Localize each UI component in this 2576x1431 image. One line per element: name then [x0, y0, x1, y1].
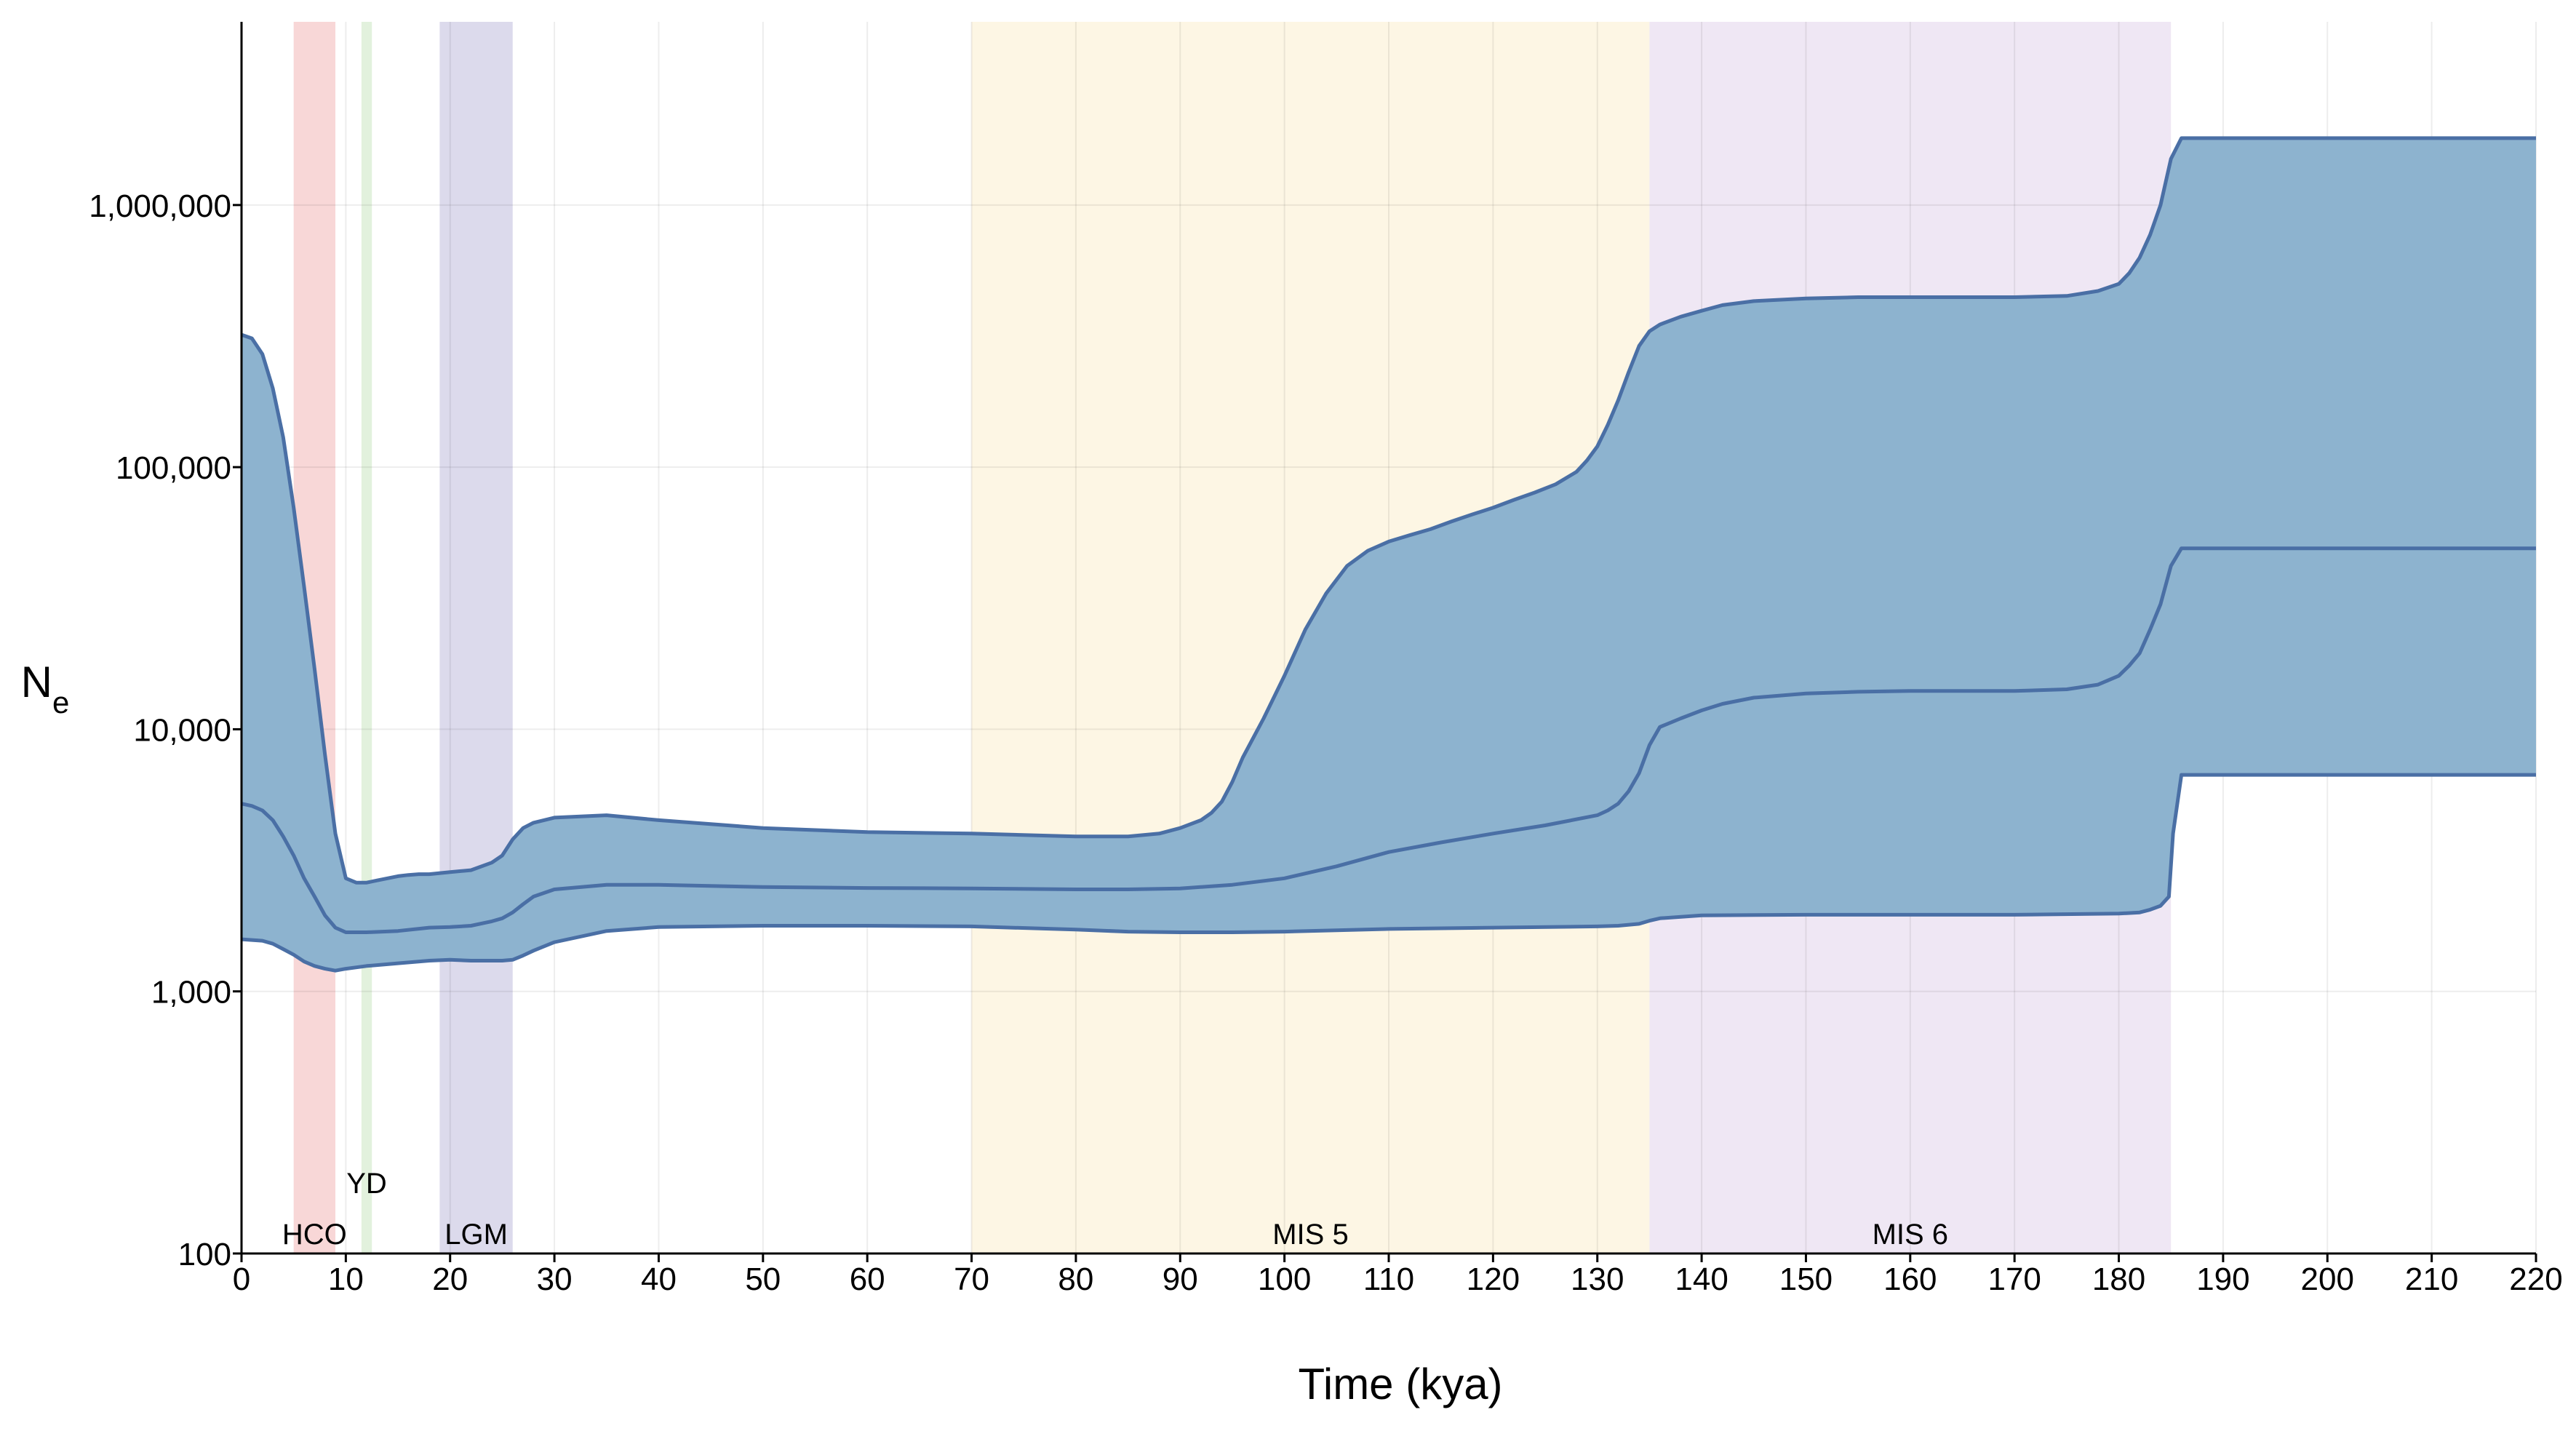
- x-tick-label: 110: [1363, 1261, 1414, 1297]
- ne-confidence-bands: [241, 136, 2536, 973]
- x-tick-label: 40: [641, 1261, 677, 1297]
- period-label-yd: YD: [346, 1168, 387, 1200]
- x-tick-label: 160: [1883, 1261, 1937, 1297]
- x-tick-label: 70: [954, 1261, 989, 1297]
- x-tick-label: 170: [1987, 1261, 2041, 1297]
- y-tick-label: 1,000,000: [89, 188, 231, 224]
- y-axis-title-sub: e: [52, 685, 69, 720]
- x-tick-label: 210: [2405, 1261, 2458, 1297]
- x-tick-label: 80: [1058, 1261, 1093, 1297]
- ne-line-median: [241, 546, 2536, 934]
- x-tick-label: 200: [2301, 1261, 2354, 1297]
- y-tick-label: 100: [178, 1237, 231, 1272]
- x-tick-label: 190: [2196, 1261, 2249, 1297]
- axes: 0 10 20 30 40 50 60 70 80 90 100 110 120 130 140 150 160…: [89, 22, 2563, 1297]
- y-tick-label: 10,000: [133, 712, 231, 748]
- x-tick-label: 180: [2092, 1261, 2145, 1297]
- ne-line-lower: [241, 773, 2536, 973]
- y-axis-title-main: N: [21, 658, 52, 706]
- y-tick-label: 1,000: [151, 975, 231, 1011]
- x-tick-label: 20: [432, 1261, 468, 1297]
- period-label-hco: HCO: [282, 1219, 347, 1251]
- x-tick-label: 60: [850, 1261, 885, 1297]
- y-tick-label: 100,000: [116, 450, 231, 486]
- y-axis-title: Ne: [21, 658, 70, 720]
- x-tick-label: 0: [233, 1261, 250, 1297]
- ne-band-fill: [242, 137, 2536, 971]
- period-band-lgm: [439, 22, 513, 1253]
- x-tick-label: 30: [537, 1261, 573, 1297]
- period-band-yd: [361, 22, 372, 1253]
- grid-lines: [242, 22, 2537, 1254]
- x-tick-label: 130: [1571, 1261, 1624, 1297]
- x-tick-label: 220: [2509, 1261, 2562, 1297]
- x-tick-label: 120: [1467, 1261, 1520, 1297]
- period-label-mis-6: MIS 6: [1873, 1219, 1948, 1251]
- period-labels: HCO YD LGM MIS 5 MIS 6: [282, 1168, 1948, 1251]
- ne-line-upper: [241, 136, 2536, 885]
- x-tick-label: 140: [1675, 1261, 1728, 1297]
- x-axis-title: Time (kya): [1298, 1360, 1502, 1408]
- x-tick-label: 150: [1779, 1261, 1833, 1297]
- x-tick-label: 50: [745, 1261, 781, 1297]
- x-tick-label: 10: [328, 1261, 364, 1297]
- x-tick-label: 100: [1258, 1261, 1311, 1297]
- x-tick-label: 90: [1163, 1261, 1198, 1297]
- period-label-lgm: LGM: [444, 1219, 508, 1251]
- period-label-mis-5: MIS 5: [1272, 1219, 1348, 1251]
